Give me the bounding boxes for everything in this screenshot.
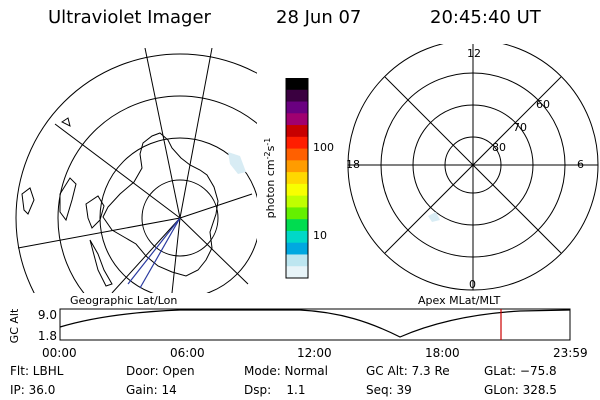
colorbar-cell [286,195,308,208]
mlt-label-6: 6 [577,158,584,171]
date-label: 28 Jun 07 [276,7,362,28]
colorbar-cell [286,136,308,150]
coastline-fragment [61,117,71,127]
timeline-y-tick: 1.8 [38,329,57,343]
colorbar-cell [286,207,308,220]
mlt-label-18: 18 [346,158,360,171]
meridian-line [17,217,181,249]
colorbar-cell [286,183,308,197]
timeline-x-tick: 00:00 [42,346,77,360]
geographic-panel-label: Geographic Lat/Lon [70,294,178,307]
glat-info: GLat: −75.8 [484,364,557,378]
lat-label-80: 80 [492,141,506,154]
colorbar-frame [285,78,309,279]
aurora-patch [228,152,246,174]
colorbar-cell [286,266,308,279]
aurora-patch [428,212,440,222]
colorbar-cell [286,160,308,173]
altitude-curve [59,309,571,338]
meridian-line [179,217,249,285]
instrument-title: Ultraviolet Imager [48,7,211,28]
satellite-track-line [139,217,181,289]
geographic-map [15,48,257,293]
filter-info: Flt: LBHL [10,364,64,378]
colorbar-cell [286,172,308,185]
glon-info: GLon: 328.5 [484,383,557,397]
colorbar-cell [286,89,308,103]
seq-info: Seq: 39 [366,383,412,397]
mlt-label-12: 12 [467,47,481,60]
colorbar-cell [286,148,308,161]
lat-circle-50 [15,53,257,293]
colorbar: photon cm-2s-1 [263,78,309,279]
meridian-line [179,48,213,219]
colorbar-cell [286,219,308,232]
lat-label-60: 60 [536,98,550,111]
colorbar-cell [286,78,308,91]
timeline-y-tick: 9.0 [38,308,57,322]
coastline-fragment [89,239,113,287]
lat-circle-70 [99,137,257,293]
colorbar-label: photon cm-2s-1 [263,138,277,219]
island-outline [59,177,77,222]
mlt-diagonal [384,76,562,254]
satellite-track-line [127,217,181,285]
timeline-frame [59,308,571,341]
ip-info: IP: 36.0 [10,383,56,397]
antarctica-coastline [102,132,219,277]
colorbar-cell [286,242,308,255]
apex-panel-label: Apex MLat/MLT [418,294,501,307]
colorbar-tick-10: 10 [313,229,327,242]
gain-info: Gain: 14 [126,383,177,397]
timeline-x-tick: 18:00 [425,346,460,360]
gc-alt-info: GC Alt: 7.3 Re [366,364,450,378]
meridian-line [144,48,181,219]
coastline-fragment [85,195,105,229]
timeline-x-tick: 23:59 [553,346,588,360]
colorbar-tick-100: 100 [313,141,334,154]
timeline-y-label: GC Alt [8,308,21,343]
meridian-line [54,123,181,219]
lat-label-70: 70 [513,121,527,134]
timeline-x-tick: 06:00 [170,346,205,360]
mode-info: Mode: Normal [244,364,328,378]
colorbar-cell [286,230,308,244]
door-info: Door: Open [126,364,195,378]
lat-circle-60 [57,95,257,293]
altitude-timeline: GC Alt 9.0 1.8 [8,308,571,343]
timeline-x-tick: 12:00 [297,346,332,360]
colorbar-cell [286,125,308,138]
colorbar-cell [286,254,308,267]
polar-plot [347,44,599,291]
colorbar-cell [286,101,308,114]
time-label: 20:45:40 UT [430,7,541,28]
meridian-line [171,217,181,293]
mlt-label-0: 0 [469,278,476,291]
coastline-fragment [21,187,35,215]
dsp-info: Dsp: 1.1 [244,383,306,397]
colorbar-cell [286,113,308,126]
lat-circle-80 [141,179,219,257]
meridian-line [179,193,253,219]
